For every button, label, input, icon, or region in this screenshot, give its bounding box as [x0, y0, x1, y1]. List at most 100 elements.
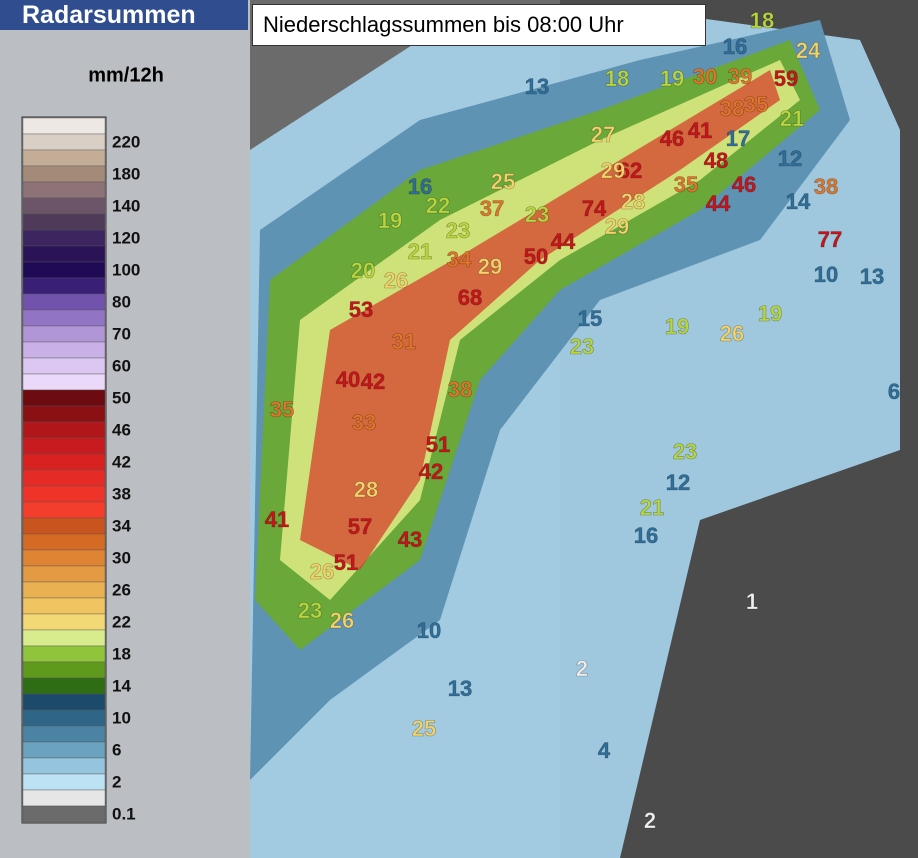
legend-swatch [22, 213, 106, 231]
rain-total-label: 20 [351, 258, 375, 283]
legend-label: 180 [112, 164, 140, 183]
legend-unit: mm/12h [88, 64, 164, 86]
rain-total-label: 74 [582, 196, 607, 221]
legend-label: 46 [112, 420, 131, 439]
rain-total-label: 25 [491, 169, 515, 194]
legend-swatch [22, 789, 106, 807]
rain-total-label: 10 [814, 262, 838, 287]
legend-swatch [22, 277, 106, 295]
legend-swatch [22, 117, 106, 135]
legend-label: 18 [112, 644, 131, 663]
rain-total-label: 27 [591, 122, 615, 147]
rain-total-label: 4 [598, 738, 611, 763]
legend-swatch [22, 405, 106, 423]
rain-total-label: 22 [426, 193, 450, 218]
rain-total-label: 30 [693, 64, 717, 89]
rain-total-label: 43 [398, 527, 422, 552]
rain-total-label: 29 [601, 158, 625, 183]
rain-total-label: 13 [525, 74, 549, 99]
legend-swatch [22, 325, 106, 343]
rain-total-label: 23 [298, 598, 322, 623]
rain-total-label: 23 [673, 439, 697, 464]
legend-label: 30 [112, 548, 131, 567]
legend-swatch [22, 373, 106, 391]
rain-total-label: 26 [384, 268, 408, 293]
rain-total-label: 41 [265, 507, 289, 532]
legend-label: 26 [112, 580, 131, 599]
rain-total-label: 16 [634, 523, 658, 548]
rain-total-label: 44 [551, 229, 576, 254]
rain-total-label: 50 [524, 244, 548, 269]
rain-total-label: 19 [378, 208, 402, 233]
rain-total-label: 33 [352, 410, 376, 435]
legend-label: 50 [112, 388, 131, 407]
rain-total-label: 13 [448, 676, 472, 701]
rain-total-label: 40 [336, 367, 360, 392]
rain-total-label: 23 [570, 334, 594, 359]
legend-label: 34 [112, 516, 131, 535]
legend-swatch [22, 725, 106, 743]
rain-total-label: 29 [478, 254, 502, 279]
legend-swatch [22, 805, 106, 823]
rain-total-label: 28 [354, 477, 378, 502]
legend-swatch [22, 565, 106, 583]
rain-total-label: 21 [780, 106, 804, 131]
rain-total-label: 28 [621, 189, 645, 214]
rain-total-label: 34 [447, 247, 472, 272]
rain-total-label: 18 [605, 66, 629, 91]
rain-total-label: 26 [330, 608, 354, 633]
rain-total-label: 13 [860, 264, 884, 289]
legend-swatch [22, 341, 106, 359]
rain-total-label: 2 [576, 656, 588, 681]
legend-swatch [22, 453, 106, 471]
legend-label: 10 [112, 708, 131, 727]
rain-total-label: 42 [361, 369, 385, 394]
rain-total-label: 68 [458, 285, 482, 310]
rain-total-label: 38 [720, 96, 744, 121]
legend-swatch [22, 629, 106, 647]
rain-total-label: 21 [640, 495, 664, 520]
legend-label: 14 [112, 676, 131, 695]
rain-total-label: 37 [480, 196, 504, 221]
rain-total-label: 25 [412, 716, 436, 741]
legend-swatch [22, 293, 106, 311]
legend-swatch [22, 229, 106, 247]
map-subtitle: Niederschlagssummen bis 08:00 Uhr [252, 4, 706, 46]
legend-swatch [22, 581, 106, 599]
legend-label: 60 [112, 356, 131, 375]
legend-swatch [22, 517, 106, 535]
rain-total-label: 26 [720, 321, 744, 346]
rain-total-label: 38 [814, 174, 838, 199]
legend-label: 100 [112, 260, 140, 279]
rain-total-label: 16 [408, 174, 432, 199]
rain-total-label: 2 [644, 808, 656, 833]
rain-total-label: 12 [666, 470, 690, 495]
legend-label: 22 [112, 612, 131, 631]
rain-total-label: 51 [334, 550, 358, 575]
legend-swatch [22, 389, 106, 407]
legend-label: 0.1 [112, 804, 136, 823]
legend-swatch [22, 133, 106, 151]
rain-total-label: 14 [786, 189, 811, 214]
legend-swatch [22, 197, 106, 215]
legend-label: 70 [112, 324, 131, 343]
rain-total-label: 46 [660, 126, 684, 151]
rain-total-label: 35 [674, 172, 698, 197]
rain-total-label: 41 [688, 118, 712, 143]
legend-swatch [22, 501, 106, 519]
rain-total-label: 46 [732, 172, 756, 197]
rain-total-label: 26 [310, 559, 334, 584]
rain-total-label: 10 [417, 618, 441, 643]
rain-total-label: 31 [392, 329, 416, 354]
rain-total-label: 29 [605, 214, 629, 239]
rain-total-label: 12 [778, 146, 802, 171]
rain-total-label: 53 [349, 297, 373, 322]
rain-total-label: 59 [774, 66, 798, 91]
rain-total-label: 51 [426, 432, 450, 457]
rain-total-label: 42 [419, 459, 443, 484]
rain-total-label: 35 [744, 92, 768, 117]
legend-swatch [22, 709, 106, 727]
legend-label: 140 [112, 196, 140, 215]
legend-swatch [22, 165, 106, 183]
rain-total-label: 23 [446, 218, 470, 243]
